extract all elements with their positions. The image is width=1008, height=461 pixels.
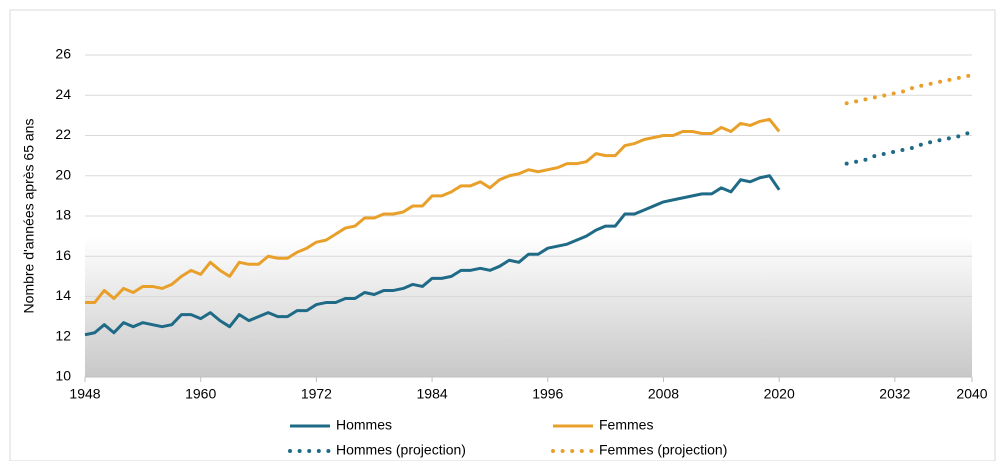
y-tick-label: 22	[55, 126, 71, 142]
y-tick-label: 14	[55, 287, 71, 303]
legend-label: Femmes	[599, 417, 653, 433]
y-tick-label: 18	[55, 207, 71, 223]
x-tick-label: 1960	[185, 386, 216, 402]
x-tick-label: 2032	[879, 386, 910, 402]
x-tick-label: 1996	[532, 386, 563, 402]
x-tick-label: 2040	[956, 386, 987, 402]
y-tick-label: 12	[55, 327, 71, 343]
x-tick-label: 1948	[69, 386, 100, 402]
series-line	[844, 129, 974, 166]
series-line	[84, 174, 781, 337]
plot-shade	[85, 236, 972, 377]
frame	[9, 9, 996, 461]
legend-label: Femmes (projection)	[599, 442, 727, 458]
y-tick-label: 16	[55, 247, 71, 263]
x-tick-label: 1972	[301, 386, 332, 402]
y-tick-label: 24	[55, 86, 71, 102]
series-line	[844, 73, 974, 106]
y-axis-label: Nombre d'années après 65 ans	[21, 119, 37, 314]
series-line	[85, 117, 781, 305]
y-tick-label: 10	[55, 368, 71, 384]
legend-label: Hommes (projection)	[336, 442, 466, 458]
x-tick-label: 2020	[764, 386, 795, 402]
x-tick-label: 1984	[417, 386, 448, 402]
y-tick-label: 26	[55, 46, 71, 62]
x-tick-label: 2008	[648, 386, 679, 402]
y-tick-label: 20	[55, 166, 71, 182]
legend-label: Hommes	[336, 417, 392, 433]
